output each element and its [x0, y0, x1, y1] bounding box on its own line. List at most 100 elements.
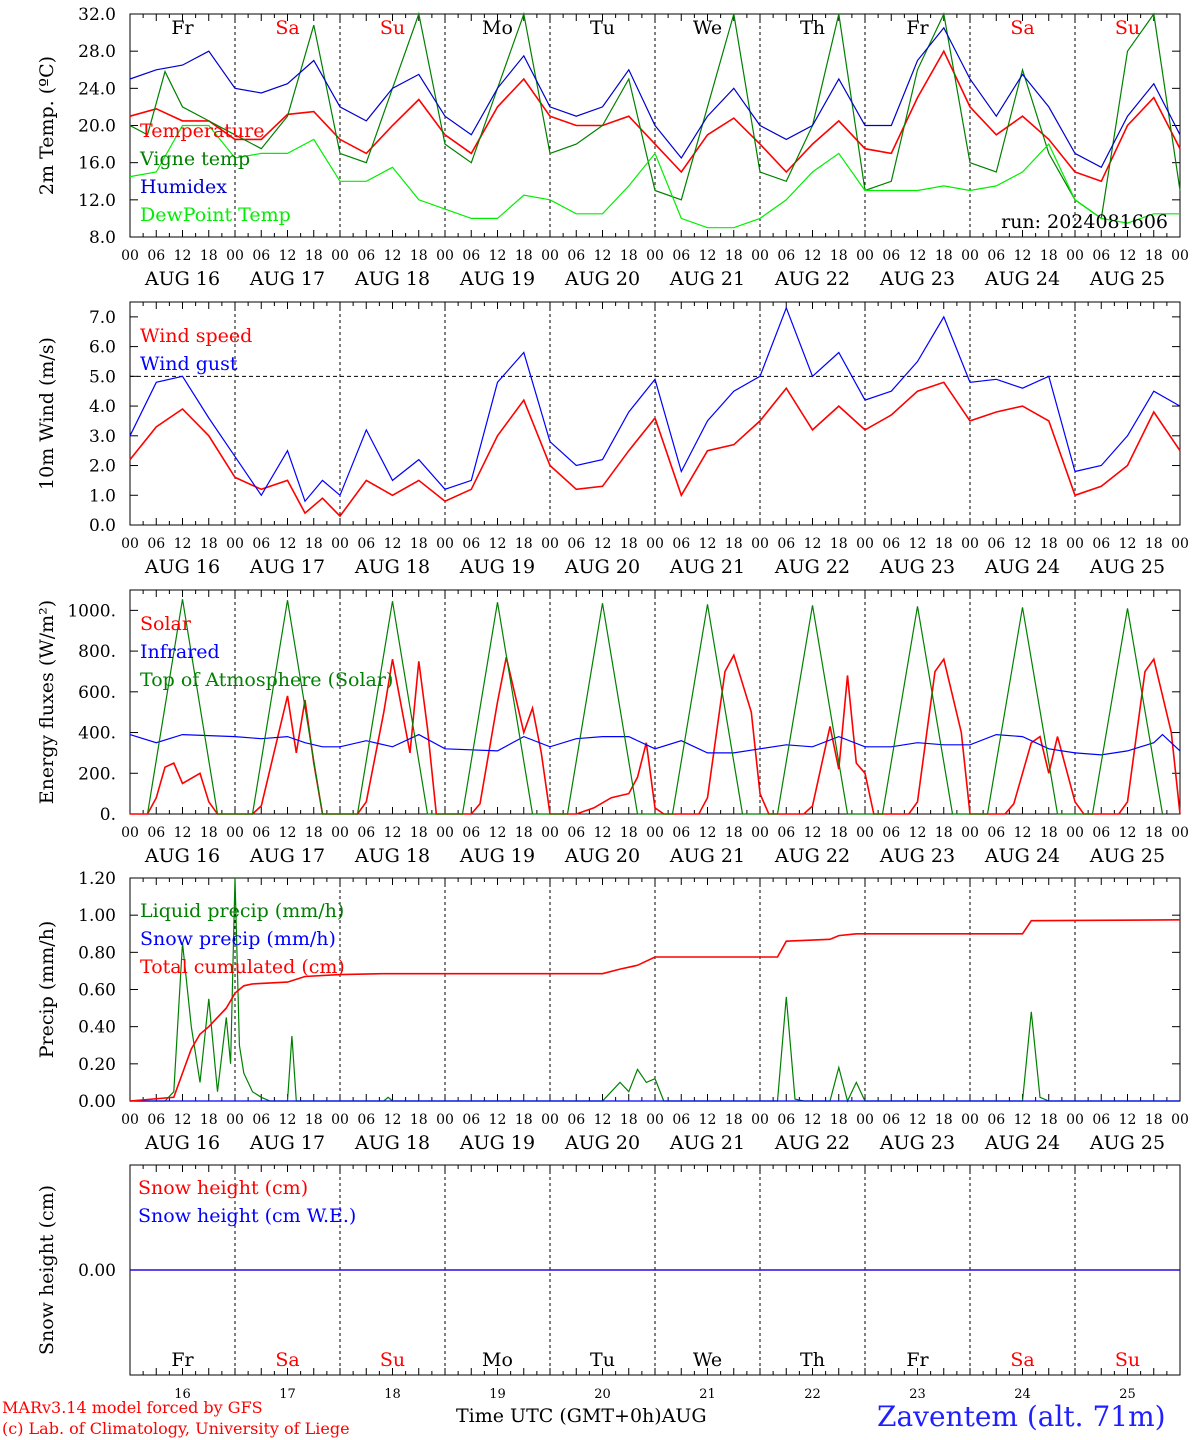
day-number-label: 17: [279, 1387, 296, 1402]
date-label: AUG 24: [984, 845, 1060, 867]
hour-tick-label: 00: [331, 1112, 349, 1128]
panel-3: 0. 200. 400. 600. 800. 1000. Energy fluxes (W/…: [36, 589, 1189, 867]
hour-tick-label: 06: [567, 825, 585, 841]
hour-tick-label: 06: [1092, 1112, 1110, 1128]
weekday-label-bottom: Fr: [171, 1349, 194, 1371]
y-tick-label: 2.0: [89, 457, 116, 477]
weekday-label-bottom: Sa: [1010, 1349, 1034, 1371]
legend-entry: Humidex: [140, 176, 227, 198]
weekday-label-top: Su: [1115, 17, 1140, 39]
hour-tick-label: 12: [1119, 536, 1137, 552]
date-label: AUG 17: [249, 268, 325, 290]
hour-tick-label: 12: [804, 536, 822, 552]
day-number-label: 21: [699, 1387, 716, 1402]
hour-tick-label: 00: [1171, 1112, 1189, 1128]
hour-tick-label: 00: [856, 1112, 874, 1128]
hour-tick-label: 06: [567, 536, 585, 552]
hour-tick-label: 12: [279, 248, 297, 264]
y-tick-label: 200.: [78, 764, 116, 784]
date-label: AUG 18: [354, 268, 430, 290]
date-label: AUG 20: [564, 845, 640, 867]
date-label: AUG 18: [354, 556, 430, 578]
date-label: AUG 17: [249, 1132, 325, 1154]
date-label: AUG 17: [249, 845, 325, 867]
date-label: AUG 19: [459, 1132, 535, 1154]
series-dewpoint-temp: [129, 124, 1180, 229]
y-axis-label: 10m Wind (m/s): [36, 337, 58, 490]
station-name: Zaventem (alt. 71m): [877, 1400, 1166, 1433]
hour-tick-label: 06: [1092, 536, 1110, 552]
legend-entry: Snow height (cm): [138, 1177, 308, 1199]
day-number-label: 23: [909, 1387, 926, 1402]
hour-tick-label: 00: [856, 536, 874, 552]
hour-tick-label: 00: [331, 825, 349, 841]
hour-tick-label: 06: [672, 1112, 690, 1128]
hour-tick-label: 18: [305, 1112, 323, 1128]
hour-tick-label: 12: [174, 248, 192, 264]
hour-tick-label: 12: [909, 248, 927, 264]
hour-tick-label: 18: [305, 825, 323, 841]
hour-tick-label: 12: [1119, 1112, 1137, 1128]
hour-tick-label: 00: [1171, 248, 1189, 264]
date-label: AUG 19: [459, 845, 535, 867]
hour-tick-label: 18: [515, 1112, 533, 1128]
series-wind-gust: [129, 306, 1181, 503]
hour-tick-label: 00: [226, 248, 244, 264]
hour-tick-label: 00: [856, 825, 874, 841]
hour-tick-label: 18: [200, 825, 218, 841]
hour-tick-label: 00: [646, 1112, 664, 1128]
day-number-label: 20: [594, 1387, 611, 1402]
y-tick-label: 0.60: [78, 981, 116, 1001]
hour-tick-label: 00: [961, 1112, 979, 1128]
hour-tick-label: 18: [830, 536, 848, 552]
y-tick-label: 0.0: [89, 516, 116, 536]
date-label: AUG 25: [1089, 556, 1165, 578]
hour-tick-label: 18: [725, 825, 743, 841]
hour-tick-label: 12: [174, 1112, 192, 1128]
hour-tick-label: 06: [147, 825, 165, 841]
hour-tick-label: 12: [384, 248, 402, 264]
hour-tick-label: 06: [357, 825, 375, 841]
hour-tick-label: 06: [567, 1112, 585, 1128]
hour-tick-label: 00: [751, 825, 769, 841]
hour-tick-label: 06: [672, 248, 690, 264]
series-humidex: [129, 26, 1181, 169]
hour-tick-label: 06: [462, 248, 480, 264]
hour-tick-label: 06: [777, 1112, 795, 1128]
weekday-label-bottom: Sa: [275, 1349, 299, 1371]
date-label: AUG 20: [564, 1132, 640, 1154]
hour-tick-label: 12: [699, 536, 717, 552]
hour-tick-label: 18: [1145, 1112, 1163, 1128]
legend-entry: Solar: [140, 613, 192, 635]
y-tick-label: 0.40: [78, 1018, 116, 1038]
hour-tick-label: 00: [226, 1112, 244, 1128]
hour-tick-label: 06: [252, 1112, 270, 1128]
hour-tick-label: 18: [830, 248, 848, 264]
hour-tick-label: 12: [279, 536, 297, 552]
legend-entry: Wind speed: [140, 325, 252, 347]
y-tick-label: 600.: [78, 683, 116, 703]
hour-tick-label: 18: [410, 248, 428, 264]
weekday-label-top: Tu: [590, 17, 615, 39]
hour-tick-label: 00: [646, 825, 664, 841]
hour-tick-label: 18: [410, 536, 428, 552]
hour-tick-label: 06: [357, 1112, 375, 1128]
weekday-label-bottom: Su: [380, 1349, 405, 1371]
hour-tick-label: 18: [305, 248, 323, 264]
y-tick-label: 12.0: [78, 191, 116, 211]
hour-tick-label: 00: [541, 1112, 559, 1128]
hour-tick-label: 06: [777, 248, 795, 264]
hour-tick-label: 12: [489, 536, 507, 552]
hour-tick-label: 06: [147, 1112, 165, 1128]
lab-credit: (c) Lab. of Climatology, University of L…: [2, 1419, 350, 1438]
date-label: AUG 24: [984, 1132, 1060, 1154]
hour-tick-label: 12: [699, 825, 717, 841]
hour-tick-label: 18: [935, 536, 953, 552]
date-label: AUG 25: [1089, 268, 1165, 290]
hour-tick-label: 18: [830, 1112, 848, 1128]
hour-tick-label: 12: [699, 248, 717, 264]
hour-tick-label: 12: [594, 825, 612, 841]
hour-tick-label: 18: [620, 1112, 638, 1128]
hour-tick-label: 18: [1145, 825, 1163, 841]
panel-frame: [129, 301, 1181, 526]
